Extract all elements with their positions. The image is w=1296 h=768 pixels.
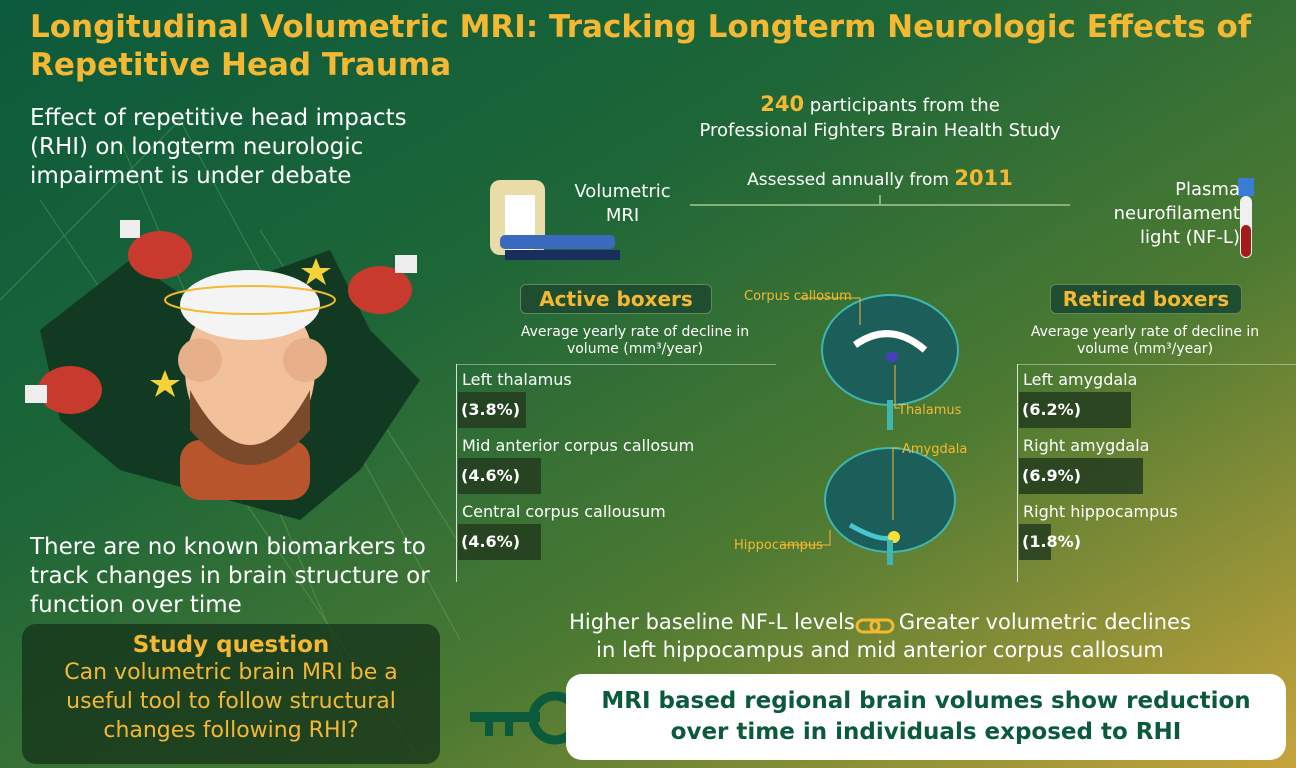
bar-label: (1.8%) bbox=[1019, 524, 1081, 560]
divider bbox=[456, 364, 457, 582]
bar-label: (3.8%) bbox=[458, 392, 520, 428]
participants-text: participants from the bbox=[810, 95, 1000, 116]
bar-label: (4.6%) bbox=[458, 458, 520, 494]
mri-label: Volumetric MRI bbox=[560, 180, 685, 228]
region-name: Right amygdala bbox=[1023, 436, 1149, 455]
divider bbox=[1017, 364, 1296, 365]
divider bbox=[456, 364, 776, 365]
region-name: Mid anterior corpus callosum bbox=[462, 436, 694, 455]
participant-count: 240 bbox=[760, 92, 804, 116]
group-subtitle: Average yearly rate of decline in volume… bbox=[520, 324, 750, 358]
nfl-label: Plasma neurofilament light (NF-L) bbox=[1090, 178, 1240, 250]
region-name: Central corpus callousum bbox=[462, 502, 666, 521]
debate-text: Effect of repetitive head impacts (RHI) … bbox=[30, 104, 410, 191]
finding-right: Greater volumetric declines bbox=[899, 610, 1191, 634]
participants: 240 participants from the Professional F… bbox=[640, 92, 1120, 143]
study-name: Professional Fighters Brain Health Study bbox=[699, 120, 1060, 141]
brain-label: Amygdala bbox=[902, 442, 967, 457]
group-title: Retired boxers bbox=[1050, 284, 1242, 314]
brain-label: Hippocampus bbox=[734, 538, 823, 553]
divider bbox=[1017, 364, 1018, 582]
finding: Higher baseline NF-L levels Greater volum… bbox=[520, 608, 1240, 664]
region-name: Left thalamus bbox=[462, 370, 572, 389]
study-question-heading: Study question bbox=[22, 632, 440, 658]
study-question-box: Study question Can volumetric brain MRI … bbox=[22, 624, 440, 764]
assessment: Assessed annually from 2011 bbox=[700, 166, 1060, 190]
brain-label: Corpus callosum bbox=[744, 289, 852, 304]
biomarkers-text: There are no known biomarkers to track c… bbox=[30, 533, 430, 620]
conclusion-box: MRI based regional brain volumes show re… bbox=[566, 674, 1286, 760]
group-title: Active boxers bbox=[520, 284, 712, 314]
region-name: Left amygdala bbox=[1023, 370, 1137, 389]
conclusion: MRI based regional brain volumes show re… bbox=[566, 686, 1286, 748]
region-name: Right hippocampus bbox=[1023, 502, 1178, 521]
finding-continuation: in left hippocampus and mid anterior cor… bbox=[596, 638, 1164, 662]
study-question-text: Can volumetric brain MRI be a useful too… bbox=[22, 658, 440, 745]
brain-label: Thalamus bbox=[898, 403, 961, 418]
group-subtitle: Average yearly rate of decline in volume… bbox=[1030, 324, 1260, 358]
title: Longitudinal Volumetric MRI: Tracking Lo… bbox=[30, 8, 1290, 84]
bar-label: (6.9%) bbox=[1019, 458, 1081, 494]
bar-label: (4.6%) bbox=[458, 524, 520, 560]
assessment-year: 2011 bbox=[954, 166, 1012, 190]
infographic: Longitudinal Volumetric MRI: Tracking Lo… bbox=[0, 0, 1296, 768]
finding-left: Higher baseline NF-L levels bbox=[569, 610, 855, 634]
bar-label: (6.2%) bbox=[1019, 392, 1081, 428]
assessment-text: Assessed annually from bbox=[747, 170, 949, 190]
